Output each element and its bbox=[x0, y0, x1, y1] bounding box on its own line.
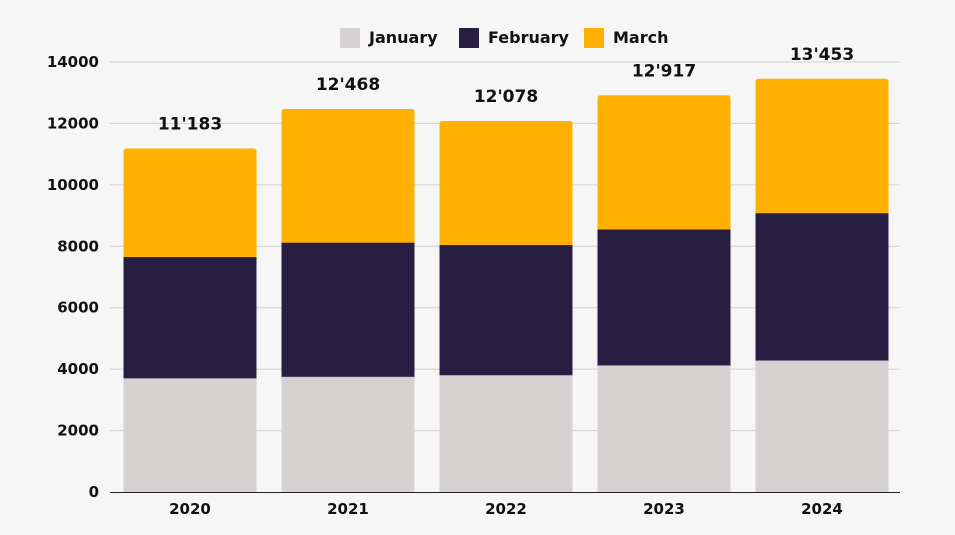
y-tick-label: 2000 bbox=[57, 422, 99, 440]
y-axis-tick-labels: 0 2000 4000 6000 8000 10000 12000 14000 bbox=[47, 53, 99, 501]
legend-label-march: March bbox=[613, 28, 668, 47]
x-tick-label: 2024 bbox=[801, 500, 843, 518]
legend-swatch-march bbox=[584, 28, 604, 48]
legend: January February March bbox=[340, 28, 668, 48]
legend-swatch-january bbox=[340, 28, 360, 48]
bar-segment-february-2020 bbox=[123, 257, 257, 379]
bar-segment-february-2022 bbox=[439, 245, 573, 376]
bar-segment-january-2024 bbox=[755, 360, 889, 492]
y-tick-label: 12000 bbox=[47, 114, 99, 132]
bar-segment-february-2024 bbox=[755, 213, 889, 361]
bar-segment-january-2020 bbox=[123, 378, 257, 492]
bar-total-labels: 11'183 12'468 12'078 12'917 13'453 bbox=[158, 45, 854, 135]
x-tick-label: 2022 bbox=[485, 500, 527, 518]
y-tick-label: 10000 bbox=[47, 176, 99, 194]
y-tick-label: 0 bbox=[89, 483, 99, 501]
bar-segment-march-2024 bbox=[755, 78, 889, 214]
bar-segment-march-2021 bbox=[281, 109, 415, 243]
y-tick-label: 14000 bbox=[47, 53, 99, 71]
legend-label-january: January bbox=[368, 28, 438, 47]
bar-total-label: 12'917 bbox=[632, 61, 696, 81]
y-tick-label: 6000 bbox=[57, 299, 99, 317]
bar-segment-march-2023 bbox=[597, 95, 731, 230]
bar-segment-march-2020 bbox=[123, 148, 257, 258]
bar-total-label: 13'453 bbox=[790, 45, 854, 65]
bar-total-label: 12'078 bbox=[474, 87, 538, 107]
bar-segment-january-2021 bbox=[281, 376, 415, 492]
bars bbox=[123, 78, 889, 492]
y-tick-label: 8000 bbox=[57, 237, 99, 255]
bar-segment-january-2023 bbox=[597, 365, 731, 492]
bar-segment-february-2021 bbox=[281, 242, 415, 377]
y-tick-label: 4000 bbox=[57, 360, 99, 378]
bar-segment-february-2023 bbox=[597, 229, 731, 366]
bar-segment-march-2022 bbox=[439, 121, 573, 246]
x-axis-tick-labels: 2020 2021 2022 2023 2024 bbox=[169, 500, 843, 518]
legend-swatch-february bbox=[459, 28, 479, 48]
x-tick-label: 2021 bbox=[327, 500, 369, 518]
bar-total-label: 11'183 bbox=[158, 115, 222, 135]
x-tick-label: 2023 bbox=[643, 500, 685, 518]
bar-segment-january-2022 bbox=[439, 375, 573, 492]
bar-total-label: 12'468 bbox=[316, 75, 380, 95]
x-tick-label: 2020 bbox=[169, 500, 211, 518]
legend-label-february: February bbox=[488, 28, 570, 47]
